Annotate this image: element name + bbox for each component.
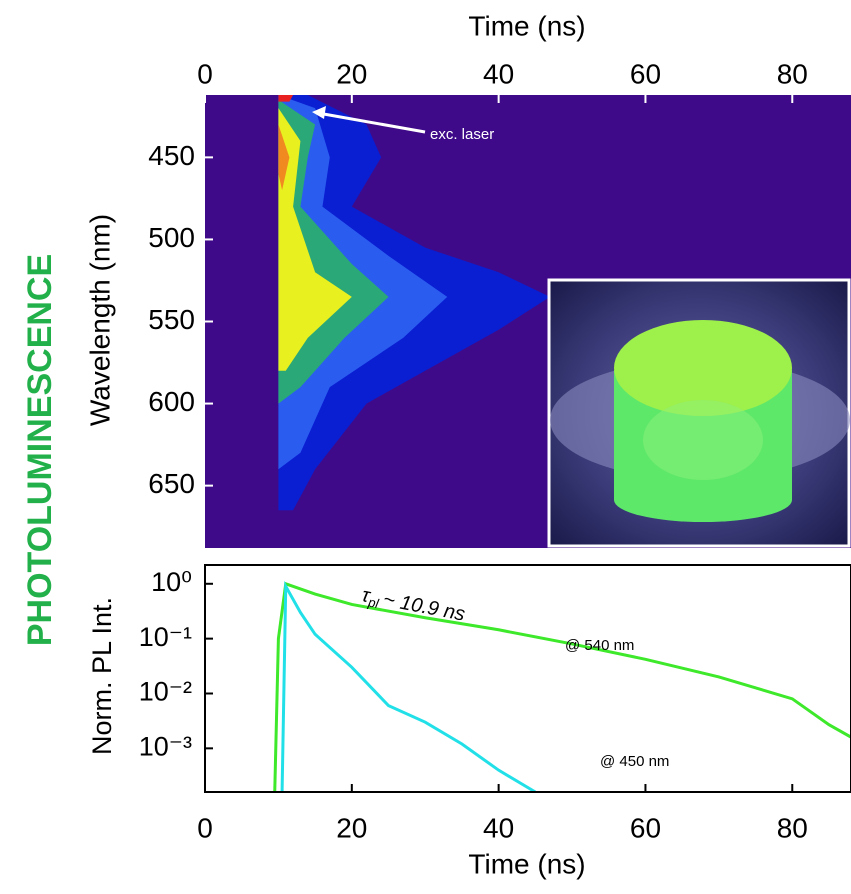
tau-subscript: pl bbox=[366, 595, 381, 612]
series-label: @ 540 nm bbox=[565, 637, 634, 654]
decay-line bbox=[280, 580, 537, 792]
y-tick-label: 450 bbox=[148, 140, 195, 171]
annotation-arrowhead bbox=[312, 106, 326, 119]
plot-frame bbox=[204, 564, 851, 793]
plot-area bbox=[205, 565, 851, 792]
x-tick-label: 0 bbox=[197, 812, 213, 843]
x-tick-label: 80 bbox=[777, 58, 808, 89]
x-tick-label: 80 bbox=[777, 812, 808, 843]
contours bbox=[278, 95, 551, 511]
y-axis-label: Wavelength (nm) bbox=[84, 214, 115, 426]
y-tick-label: 10⁻³ bbox=[139, 731, 192, 761]
x-tick-label: 0 bbox=[197, 58, 213, 89]
y-tick-label: 10⁰ bbox=[151, 567, 192, 597]
y-axis-label: Norm. PL Int. bbox=[87, 597, 117, 755]
x-tick-label: 60 bbox=[630, 58, 661, 89]
annotation: exc. laser bbox=[430, 126, 494, 143]
y-tick-label: 650 bbox=[148, 468, 195, 499]
x-tick-label: 60 bbox=[630, 812, 661, 843]
series-group bbox=[273, 580, 851, 792]
y-tick-label: 10⁻¹ bbox=[139, 622, 192, 652]
x-axis-label: Time (ns) bbox=[468, 10, 585, 41]
inset-photo bbox=[547, 278, 851, 548]
side-label: PHOTOLUMINESCENCE bbox=[21, 254, 59, 646]
x-axis-label: Time (ns) bbox=[468, 848, 585, 879]
x-tick-label: 20 bbox=[336, 58, 367, 89]
y-tick-label: 500 bbox=[148, 222, 195, 253]
y-tick-label: 550 bbox=[148, 304, 195, 335]
series-label: @ 450 nm bbox=[600, 753, 669, 770]
x-tick-label: 20 bbox=[336, 812, 367, 843]
x-tick-label: 40 bbox=[483, 58, 514, 89]
x-tick-label: 40 bbox=[483, 812, 514, 843]
annotation-arrow bbox=[317, 111, 426, 134]
contour-region bbox=[278, 124, 290, 191]
contour-region bbox=[278, 95, 294, 102]
contour-region bbox=[278, 108, 352, 371]
y-tick-label: 10⁻² bbox=[139, 677, 192, 707]
y-tick-label: 600 bbox=[148, 386, 195, 417]
